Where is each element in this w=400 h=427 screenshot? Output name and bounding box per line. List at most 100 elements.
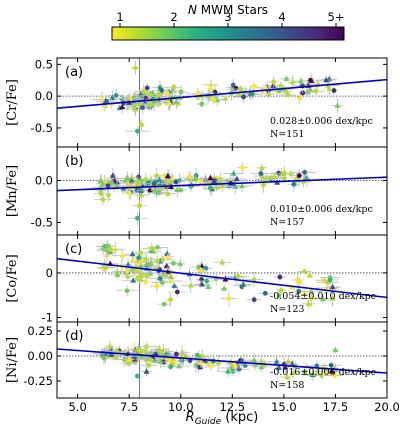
panel-1: 0.5 0.0 -0.5 (a) 0.028±0.006 dex/kpc N=151 [Cr…	[5, 57, 388, 148]
y-tick-label: -1	[42, 311, 53, 325]
slope-label: 0.028±0.006 dex/kpc	[270, 116, 373, 127]
star-point	[166, 177, 186, 187]
star-point	[125, 125, 150, 137]
colorbar-gradient	[111, 26, 345, 41]
star-point	[294, 290, 314, 297]
star-point	[321, 274, 339, 286]
star-point	[282, 360, 289, 374]
star-point	[166, 292, 175, 307]
star-point	[123, 259, 134, 271]
fit-line	[57, 348, 387, 374]
star-point	[332, 346, 339, 354]
star-point	[306, 272, 313, 279]
star-point	[122, 187, 137, 199]
star-point	[250, 167, 272, 180]
x-tick-label: 20.0	[374, 400, 400, 414]
fit-line	[57, 257, 387, 299]
y-tick-label: 0.5	[35, 57, 53, 71]
star-point	[149, 255, 166, 268]
y-tick-label: 0.00	[27, 349, 53, 363]
star-point	[220, 290, 238, 307]
y-tick-label: -0.5	[31, 121, 53, 135]
plot-area	[57, 322, 387, 398]
star-point	[256, 163, 268, 172]
star-point	[203, 94, 224, 104]
colorbar-tick-label: 1	[116, 10, 123, 24]
star-point	[290, 367, 297, 378]
star-point	[201, 180, 220, 196]
star-point	[280, 373, 295, 380]
star-point	[131, 267, 139, 276]
star-point	[140, 366, 153, 377]
y-tick-label: 0.0	[35, 174, 53, 188]
star-point	[151, 83, 172, 97]
y-tick-label: -0.25	[23, 374, 53, 388]
star-point	[122, 277, 145, 283]
star-point	[307, 85, 325, 98]
star-point	[120, 171, 135, 186]
star-point	[329, 290, 336, 307]
star-point	[287, 176, 301, 193]
star-point	[140, 362, 158, 368]
star-point	[162, 262, 171, 269]
star-point	[130, 256, 137, 263]
star-point	[274, 272, 286, 282]
colorbar-title-n: N	[188, 3, 197, 17]
star-point	[134, 84, 153, 99]
star-point	[147, 176, 172, 183]
x-axis-label: RGuide (kpc)	[186, 410, 259, 427]
x-tick-label: 17.5	[323, 400, 349, 414]
colorbar-ticks	[119, 23, 337, 27]
colorbar: N MWM Stars 1 2 3 4 5+	[111, 3, 345, 41]
star-point	[260, 177, 266, 193]
x-axis-label-sub: Guide	[195, 417, 222, 427]
star-point	[313, 368, 321, 375]
star-point	[132, 275, 143, 282]
star-point	[98, 243, 122, 255]
star-point	[160, 278, 182, 284]
plot-area	[57, 58, 387, 147]
star-point	[280, 92, 297, 98]
slope-label: -0.016±0.006 dex/kpc	[270, 367, 376, 378]
panel-label: (d)	[65, 329, 83, 344]
star-point	[243, 352, 265, 368]
star-point	[255, 176, 276, 182]
star-point	[305, 361, 329, 371]
star-point	[237, 162, 248, 173]
y-axis-label: [Mn/Fe]	[5, 165, 20, 217]
panel-label: (c)	[65, 242, 82, 257]
star-point	[133, 101, 152, 115]
star-point	[148, 274, 172, 283]
star-point	[301, 299, 315, 309]
star-point	[276, 286, 286, 295]
star-point	[127, 210, 148, 226]
star-point	[220, 285, 228, 292]
star-point	[101, 94, 112, 109]
plot-area	[57, 235, 387, 322]
star-point	[311, 372, 333, 380]
star-point	[133, 249, 149, 256]
star-point	[161, 88, 174, 98]
count-label: N=157	[270, 217, 304, 228]
star-point	[131, 60, 140, 75]
star-point	[276, 290, 282, 301]
star-point	[216, 365, 239, 377]
star-point	[307, 74, 314, 87]
x-tick-label: 12.5	[220, 400, 246, 414]
star-point	[195, 100, 208, 108]
star-point	[157, 301, 171, 307]
y-tick-label: 0	[46, 266, 53, 280]
star-point	[195, 266, 206, 274]
y-axis-label: [Ni/Fe]	[5, 337, 20, 383]
x-axis-label-main: R	[186, 410, 195, 425]
panel-label: (b)	[65, 154, 83, 169]
star-point	[167, 260, 180, 267]
colorbar-tick-label: 2	[170, 10, 177, 24]
x-tick-label: 15.0	[271, 400, 297, 414]
star-point	[174, 257, 186, 270]
star-point	[130, 102, 140, 117]
star-point	[247, 295, 262, 304]
star-point	[197, 275, 217, 287]
star-point	[203, 283, 213, 290]
